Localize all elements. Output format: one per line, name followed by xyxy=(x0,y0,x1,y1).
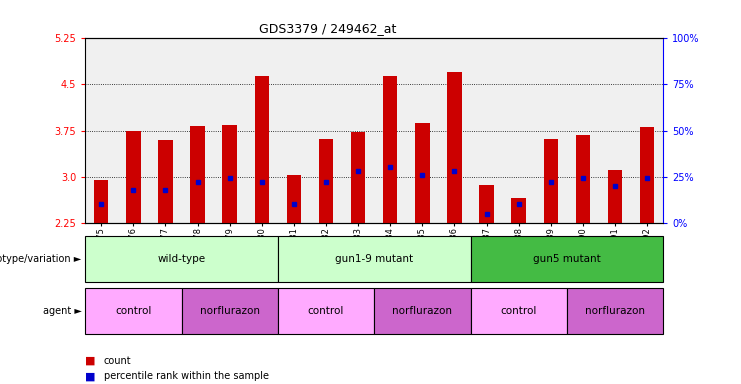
Text: norflurazon: norflurazon xyxy=(585,306,645,316)
Bar xyxy=(471,236,663,282)
Bar xyxy=(278,288,374,334)
Text: ■: ■ xyxy=(85,356,96,366)
Text: agent ►: agent ► xyxy=(43,306,82,316)
Bar xyxy=(182,288,278,334)
Bar xyxy=(640,127,654,223)
Bar xyxy=(351,132,365,223)
Text: gun5 mutant: gun5 mutant xyxy=(533,254,601,264)
Bar xyxy=(511,198,526,223)
Bar xyxy=(374,288,471,334)
Text: norflurazon: norflurazon xyxy=(200,306,259,316)
Text: genotype/variation ►: genotype/variation ► xyxy=(0,254,82,264)
Text: norflurazon: norflurazon xyxy=(393,306,452,316)
Text: wild-type: wild-type xyxy=(158,254,205,264)
Text: ■: ■ xyxy=(85,371,96,381)
Text: count: count xyxy=(104,356,131,366)
Bar xyxy=(190,126,205,223)
Bar xyxy=(255,76,269,223)
Bar xyxy=(448,72,462,223)
Text: GDS3379 / 249462_at: GDS3379 / 249462_at xyxy=(259,22,396,35)
Bar xyxy=(567,288,663,334)
Bar xyxy=(278,236,471,282)
Bar xyxy=(576,135,590,223)
Bar xyxy=(479,185,494,223)
Bar xyxy=(222,125,237,223)
Bar xyxy=(415,123,430,223)
Bar xyxy=(608,170,622,223)
Bar xyxy=(126,131,141,223)
Bar xyxy=(383,76,397,223)
Text: percentile rank within the sample: percentile rank within the sample xyxy=(104,371,269,381)
Bar xyxy=(471,288,567,334)
Bar xyxy=(85,236,278,282)
Bar xyxy=(159,140,173,223)
Bar xyxy=(94,180,108,223)
Text: control: control xyxy=(500,306,537,316)
Bar xyxy=(287,175,301,223)
Bar xyxy=(319,139,333,223)
Bar xyxy=(544,139,558,223)
Text: control: control xyxy=(115,306,152,316)
Text: control: control xyxy=(308,306,345,316)
Text: gun1-9 mutant: gun1-9 mutant xyxy=(335,254,413,264)
Bar xyxy=(85,288,182,334)
